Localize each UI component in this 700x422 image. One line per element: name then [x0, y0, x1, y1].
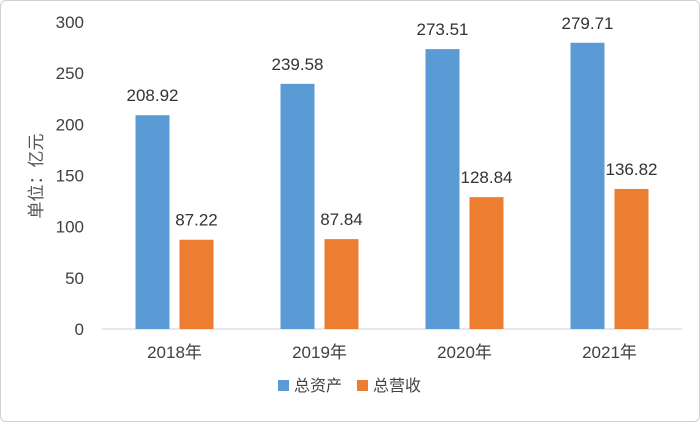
x-tick-label: 2021年 — [582, 343, 637, 362]
x-tick-label: 2020年 — [437, 343, 492, 362]
data-label-total-revenue: 128.84 — [461, 168, 513, 187]
data-labels: 208.92 87.22 239.58 87.84 273.51 128.84 279.71… — [127, 14, 658, 230]
data-label-total-assets: 279.71 — [562, 14, 614, 33]
y-tick-label: 50 — [65, 269, 84, 288]
data-label-total-revenue: 87.22 — [175, 211, 218, 230]
bar-total-assets — [280, 83, 315, 329]
bar-total-revenue — [614, 188, 649, 329]
chart-bars — [135, 42, 649, 330]
y-tick-label: 100 — [56, 218, 84, 237]
legend-label-total-revenue: 总营收 — [373, 377, 421, 395]
data-label-total-assets: 239.58 — [272, 55, 324, 74]
data-label-total-assets: 273.51 — [417, 20, 469, 39]
y-tick-label: 0 — [75, 320, 84, 339]
x-tick-label: 2018年 — [147, 343, 202, 362]
bar-total-revenue — [469, 197, 504, 329]
y-axis-ticks: 0 50 100 150 200 250 300 — [56, 13, 84, 339]
legend-swatch-total-assets — [278, 380, 289, 391]
legend: 总资产 总营收 — [278, 377, 421, 395]
y-tick-label: 150 — [56, 167, 84, 186]
bar-total-revenue — [179, 239, 214, 329]
legend-swatch-total-revenue — [357, 380, 368, 391]
data-label-total-revenue: 87.84 — [320, 210, 363, 229]
bar-total-assets — [570, 42, 605, 330]
y-axis-label: 单位：亿元 — [27, 134, 46, 219]
bar-total-assets — [425, 49, 460, 330]
y-tick-label: 200 — [56, 115, 84, 134]
data-label-total-revenue: 136.82 — [606, 160, 658, 179]
bar-total-assets — [135, 115, 170, 329]
bar-total-revenue — [324, 239, 359, 329]
y-tick-label: 250 — [56, 64, 84, 83]
data-label-total-assets: 208.92 — [127, 86, 179, 105]
x-axis-ticks: 2018年 2019年 2020年 2021年 — [147, 343, 637, 362]
x-tick-label: 2019年 — [292, 343, 347, 362]
legend-label-total-assets: 总资产 — [294, 377, 342, 395]
y-tick-label: 300 — [56, 13, 84, 32]
